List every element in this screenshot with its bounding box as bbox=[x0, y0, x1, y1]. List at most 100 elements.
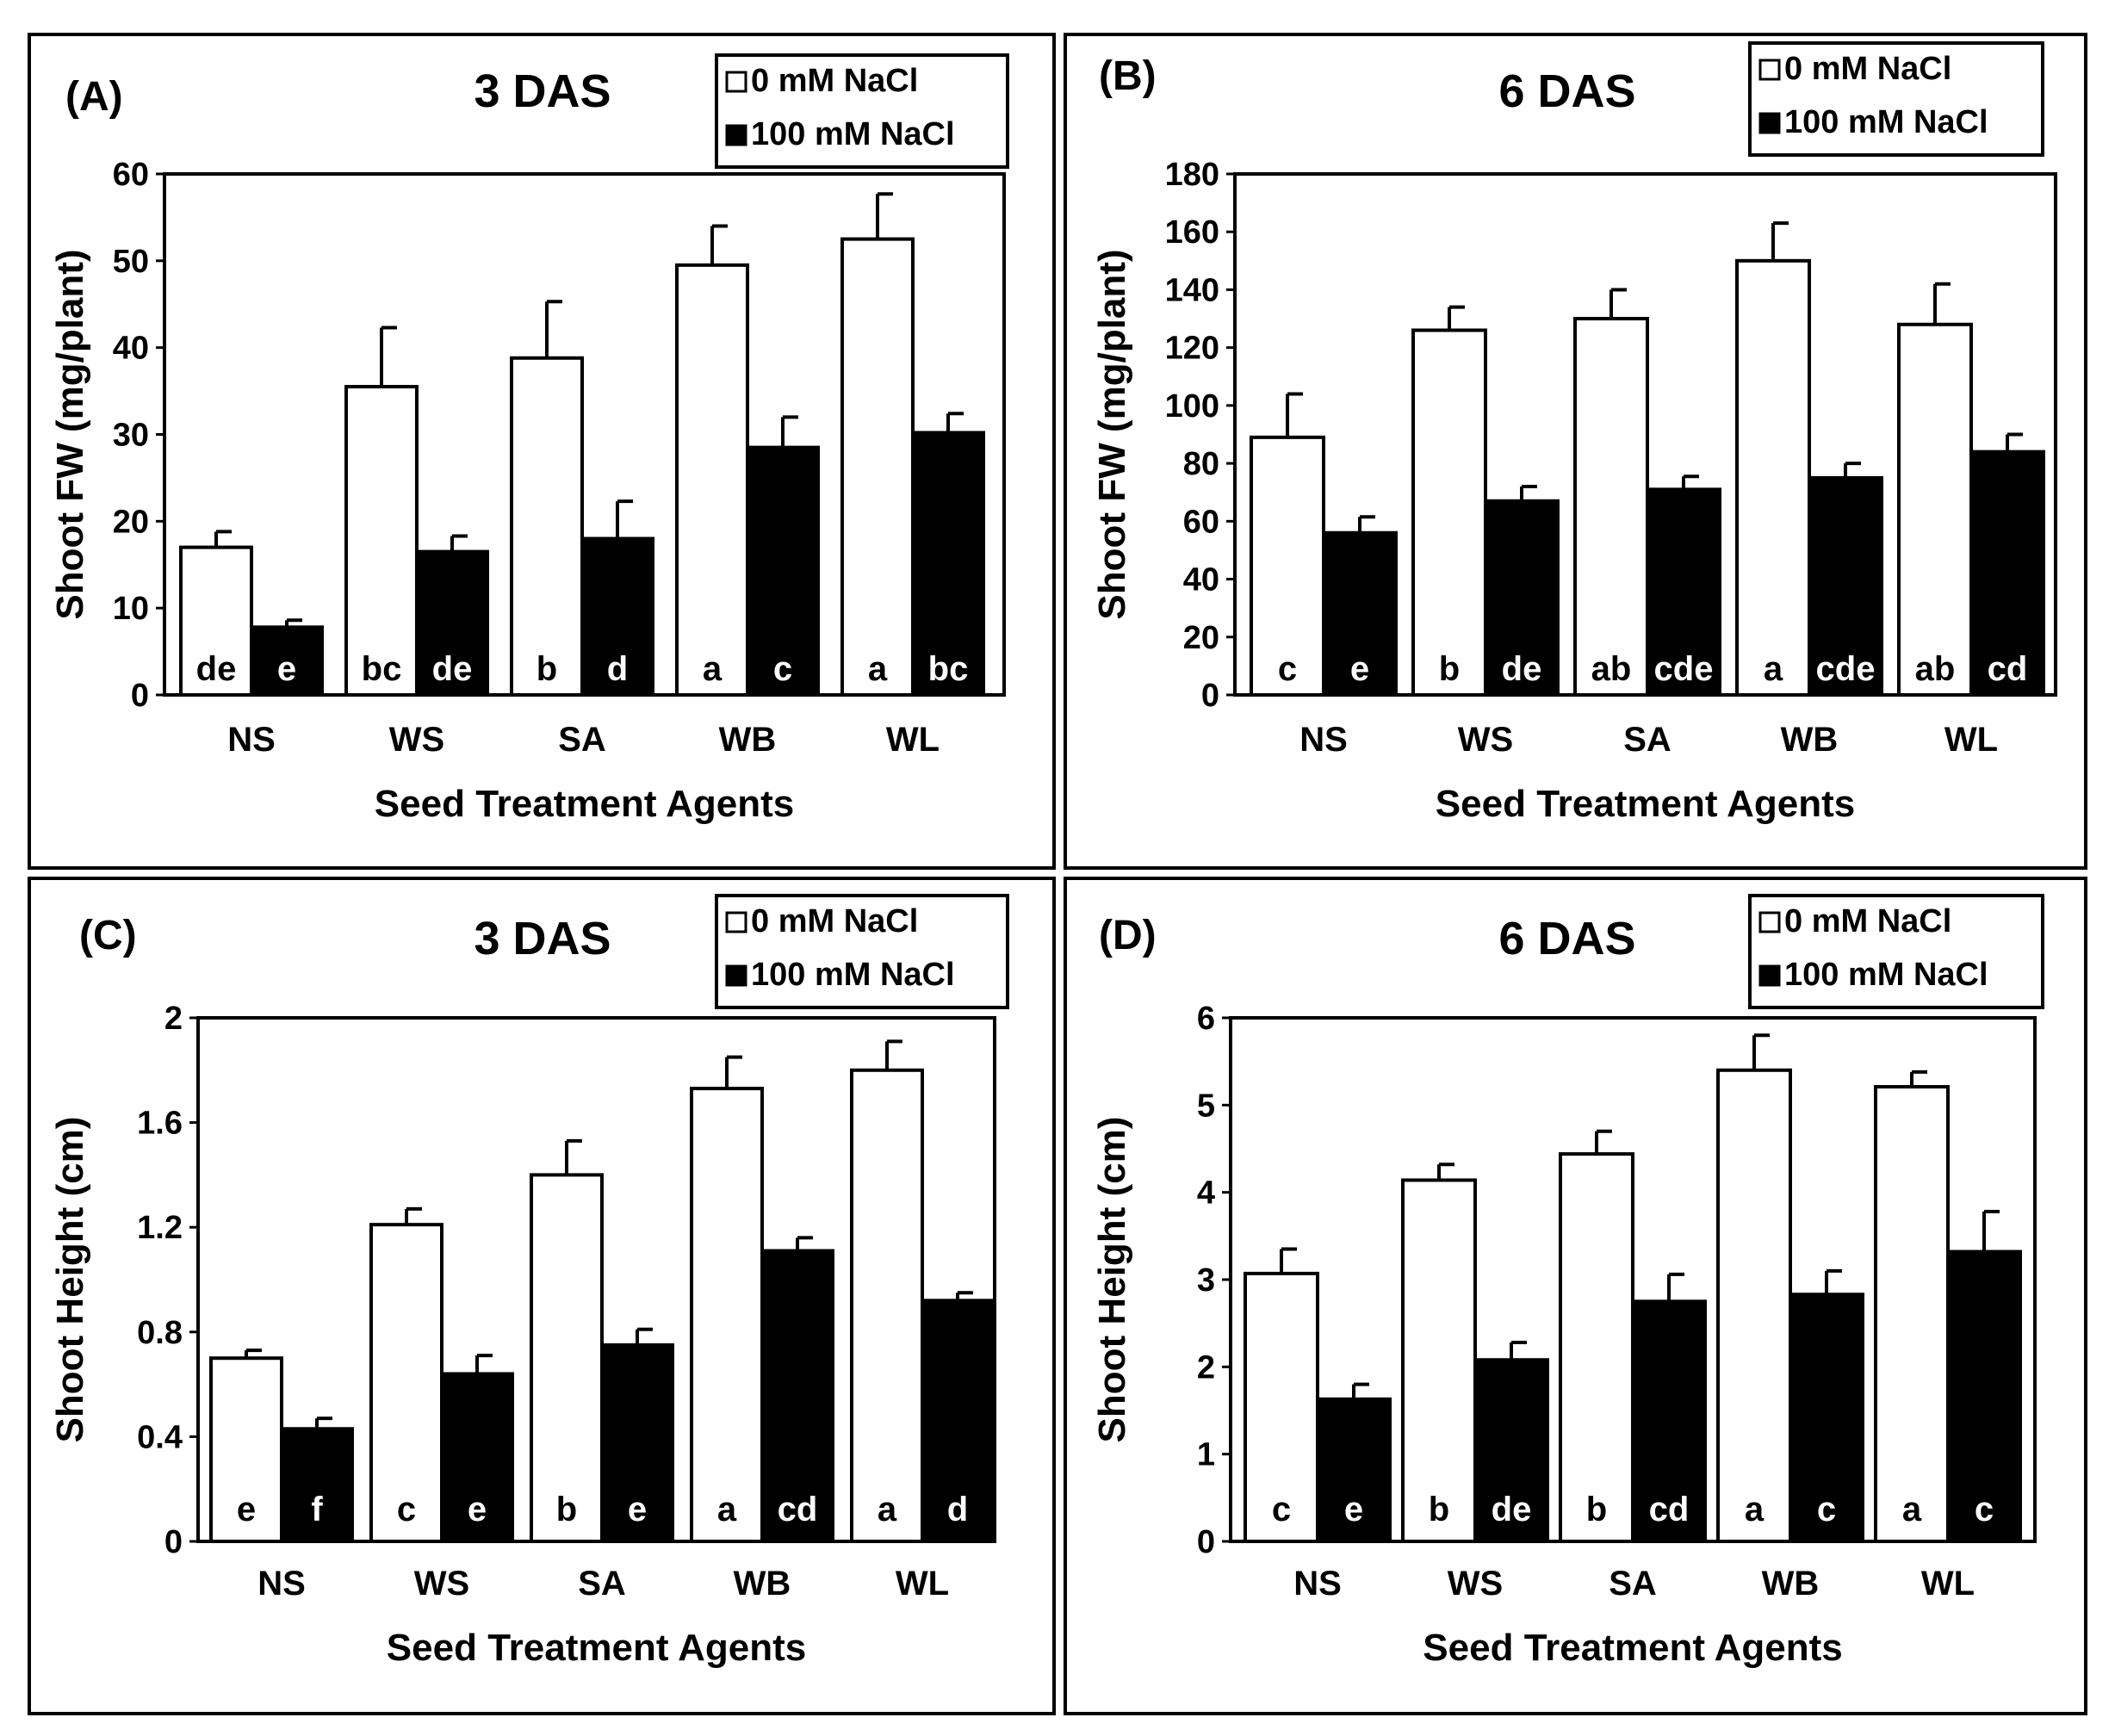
y-axis-title: Shoot Height (cm) bbox=[49, 1117, 91, 1443]
chart-panel: (A) 3 DAS 0 10 20 30 40 50 60 Shoot FW (mg/plant)… bbox=[28, 33, 1056, 870]
y-tick-label: 1 bbox=[1197, 1437, 1215, 1473]
y-tick-label: 5 bbox=[1197, 1088, 1215, 1124]
legend-swatch-100mM bbox=[725, 964, 747, 987]
significance-letter: a bbox=[1745, 1491, 1765, 1528]
bar-100mM bbox=[1322, 530, 1398, 697]
bar-0mM bbox=[690, 1087, 764, 1543]
y-tick-label: 0.8 bbox=[137, 1315, 183, 1351]
bar-0mM bbox=[1244, 1271, 1319, 1543]
category-label: WS bbox=[414, 1565, 469, 1603]
y-tick-label: 20 bbox=[1183, 620, 1219, 656]
category-label: NS bbox=[257, 1565, 306, 1603]
legend-swatch-0mM bbox=[725, 911, 747, 933]
significance-letter: de bbox=[432, 650, 473, 688]
bar-0mM bbox=[1874, 1085, 1950, 1543]
bar-100mM bbox=[1789, 1293, 1864, 1544]
significance-letter: e bbox=[237, 1491, 256, 1528]
significance-letter: d bbox=[947, 1491, 968, 1528]
y-tick-label: 40 bbox=[113, 331, 149, 367]
legend: 0 mM NaCl 100 mM NaCl bbox=[1748, 894, 2044, 1009]
legend-label-0mM: 0 mM NaCl bbox=[751, 903, 918, 939]
significance-letter: a bbox=[878, 1491, 897, 1528]
panel-letter: (A) bbox=[65, 74, 123, 120]
category-label: WB bbox=[734, 1565, 791, 1603]
y-axis-title: Shoot Height (cm) bbox=[1091, 1117, 1133, 1443]
y-tick-label: 100 bbox=[1165, 388, 1219, 425]
y-tick-label: 180 bbox=[1165, 157, 1219, 193]
significance-letter: bc bbox=[928, 650, 969, 688]
significance-letter: c bbox=[1817, 1491, 1836, 1528]
category-label: WB bbox=[719, 721, 777, 759]
significance-letter: ab bbox=[1591, 650, 1632, 688]
panel-letter: (C) bbox=[79, 913, 137, 958]
bar-0mM bbox=[1559, 1152, 1634, 1543]
bar-100mM bbox=[415, 549, 489, 697]
x-axis-title: Seed Treatment Agents bbox=[1423, 1627, 1842, 1669]
bar-100mM bbox=[1808, 475, 1883, 698]
y-tick-label: 2 bbox=[164, 1001, 183, 1037]
category-label: NS bbox=[1299, 721, 1348, 759]
bar-0mM bbox=[1735, 258, 1811, 697]
significance-letter: a bbox=[868, 650, 888, 688]
panel-letter: (D) bbox=[1099, 913, 1157, 958]
category-label: WL bbox=[886, 721, 940, 759]
significance-letter: c bbox=[397, 1491, 416, 1528]
bar-0mM bbox=[1716, 1068, 1792, 1544]
legend-label-0mM: 0 mM NaCl bbox=[1784, 903, 1951, 939]
legend-label-100mM: 100 mM NaCl bbox=[1784, 957, 1988, 993]
legend-label-0mM: 0 mM NaCl bbox=[751, 63, 918, 99]
significance-letter: a bbox=[717, 1491, 737, 1528]
significance-letter: bc bbox=[362, 650, 402, 688]
panel-letter: (B) bbox=[1099, 53, 1157, 99]
significance-letter: e bbox=[468, 1491, 487, 1528]
category-label: WL bbox=[896, 1565, 949, 1603]
bar-0mM bbox=[510, 356, 584, 697]
y-tick-label: 0 bbox=[1201, 678, 1219, 714]
legend-label-100mM: 100 mM NaCl bbox=[1784, 104, 1988, 140]
bar-100mM bbox=[580, 536, 654, 697]
category-label: SA bbox=[1609, 1565, 1657, 1603]
legend-box bbox=[1748, 41, 2044, 157]
y-tick-label: 0 bbox=[164, 1524, 183, 1560]
bar-0mM bbox=[1250, 435, 1325, 697]
chart-panel: (B) 6 DAS 0 20 40 60 80 100 120 140 160 180 Shoot FW… bbox=[1064, 33, 2087, 870]
panel-title: 3 DAS bbox=[474, 913, 611, 964]
panel-title: 3 DAS bbox=[474, 65, 611, 117]
y-tick-label: 1.2 bbox=[137, 1210, 183, 1246]
significance-letter: a bbox=[703, 650, 723, 688]
legend-swatch-100mM bbox=[1758, 112, 1781, 134]
y-tick-label: 60 bbox=[113, 157, 149, 193]
significance-letter: c bbox=[1278, 650, 1297, 688]
y-tick-label: 120 bbox=[1165, 331, 1219, 367]
significance-letter: e bbox=[1344, 1491, 1363, 1528]
panel-frame bbox=[1064, 877, 2087, 1715]
category-label: SA bbox=[1623, 721, 1672, 759]
significance-letter: f bbox=[311, 1491, 323, 1528]
legend-swatch-0mM bbox=[1758, 59, 1781, 81]
significance-letter: a bbox=[1902, 1491, 1922, 1528]
x-axis-title: Seed Treatment Agents bbox=[387, 1627, 806, 1669]
bar-100mM bbox=[1631, 1299, 1707, 1544]
significance-letter: b bbox=[1429, 1491, 1449, 1528]
y-tick-label: 80 bbox=[1183, 446, 1219, 482]
category-label: WB bbox=[1762, 1565, 1820, 1603]
legend-label-100mM: 100 mM NaCl bbox=[751, 116, 955, 152]
y-tick-label: 4 bbox=[1197, 1175, 1215, 1212]
significance-letter: b bbox=[556, 1491, 577, 1528]
y-tick-label: 0 bbox=[131, 678, 149, 714]
y-tick-label: 10 bbox=[113, 591, 149, 627]
x-axis-title: Seed Treatment Agents bbox=[375, 783, 794, 825]
legend: 0 mM NaCl 100 mM NaCl bbox=[715, 894, 1009, 1009]
significance-letter: d bbox=[607, 650, 628, 688]
chart-panel: (D) 6 DAS 0 1 2 3 4 5 6 Shoot Height (cm) c eNS b de W… bbox=[1064, 877, 2087, 1715]
category-label: WL bbox=[1921, 1565, 1975, 1603]
legend-box bbox=[1748, 894, 2044, 1009]
category-label: WS bbox=[1448, 1565, 1503, 1603]
y-tick-label: 160 bbox=[1165, 214, 1219, 251]
significance-letter: de bbox=[1502, 650, 1542, 688]
legend-swatch-0mM bbox=[725, 71, 747, 93]
bar-0mM bbox=[344, 385, 419, 697]
significance-letter: b bbox=[537, 650, 557, 688]
y-tick-label: 20 bbox=[113, 504, 149, 540]
